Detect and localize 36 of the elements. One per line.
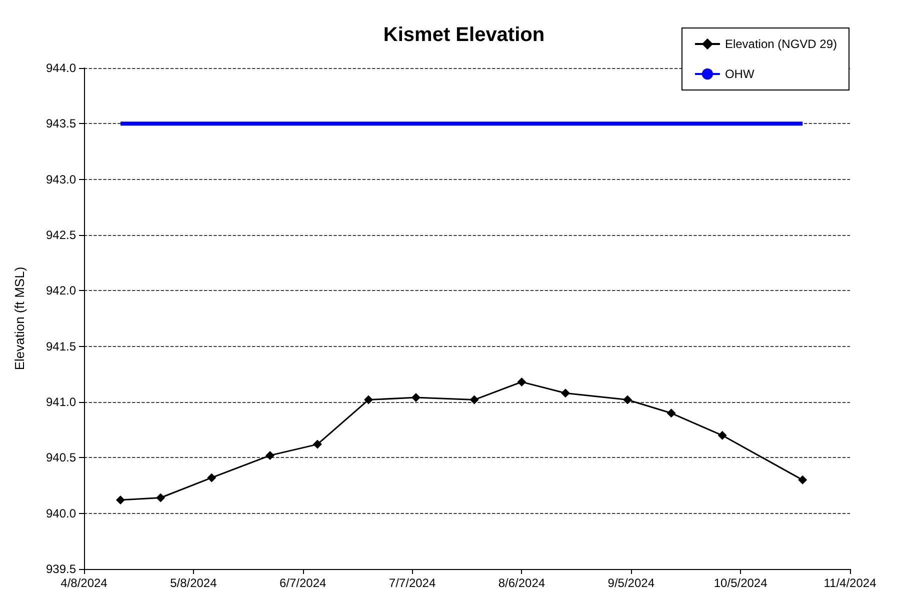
x-tick-label: 5/8/2024 (170, 576, 218, 590)
chart-title: Kismet Elevation (383, 24, 545, 46)
point (411, 393, 420, 402)
x-tick-label: 9/5/2024 (608, 576, 655, 590)
legend-label: Elevation (NGVD 29) (724, 37, 838, 51)
y-tick-label: 943.0 (46, 172, 76, 186)
point (666, 408, 676, 418)
x-tick-label: 10/5/2024 (714, 576, 768, 590)
point (798, 475, 808, 484)
x-tick-label: 4/8/2024 (60, 576, 108, 590)
point (560, 388, 570, 398)
legend-label: OHW (724, 67, 755, 81)
y-tick-label: 944.0 (46, 61, 76, 75)
point (312, 440, 322, 449)
y-tick-label: 941.5 (46, 339, 76, 354)
point (207, 473, 216, 482)
x-tick-label: 8/6/2024 (498, 576, 546, 590)
x-tick-label: 6/7/2024 (280, 576, 327, 590)
y-tick-label: 939.5 (46, 562, 76, 576)
point (517, 377, 526, 386)
point (622, 395, 632, 404)
y-tick-label: 942.0 (46, 284, 76, 298)
point (718, 430, 727, 440)
y-tick-label: 940.0 (46, 506, 76, 520)
x-tick-label: 7/7/2024 (388, 576, 436, 590)
point (470, 395, 479, 404)
y-tick-label: 943.5 (46, 116, 76, 131)
point (364, 395, 374, 404)
y-tick-label: 941.0 (46, 395, 76, 409)
y-tick-label: 940.5 (46, 450, 76, 465)
point (266, 450, 275, 460)
y-tick-label: 942.5 (46, 228, 76, 242)
point (116, 495, 125, 504)
x-tick-label: 11/4/2024 (824, 576, 877, 590)
y-axis-title: Elevation (ft MSL) (12, 266, 27, 370)
point (156, 493, 166, 502)
